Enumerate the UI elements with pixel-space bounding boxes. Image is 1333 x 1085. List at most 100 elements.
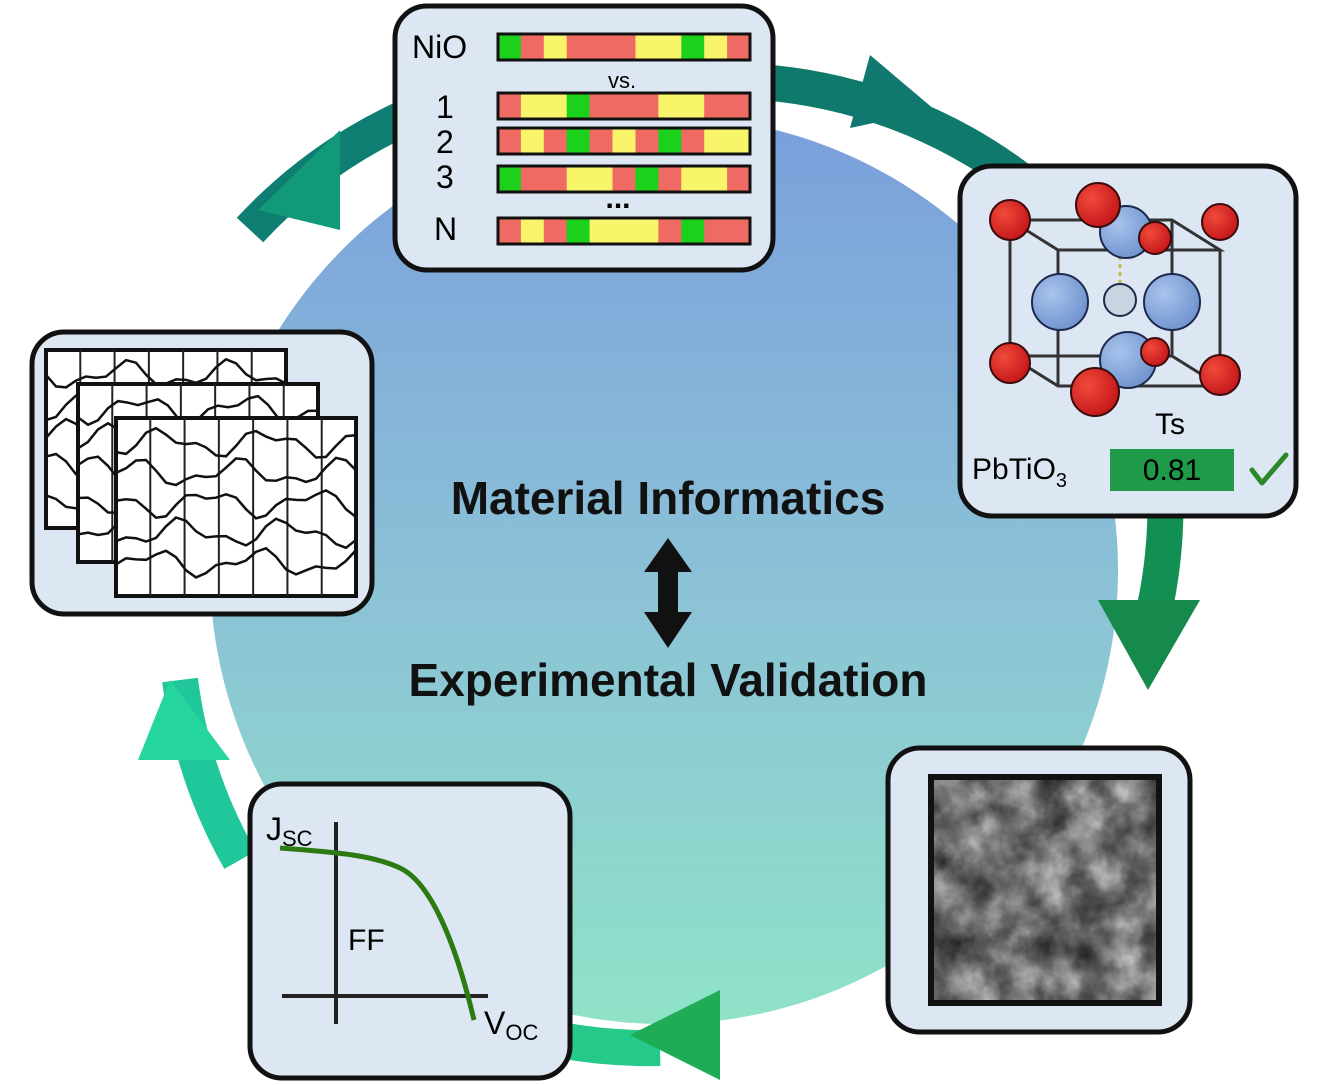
- fingerprint-segment: [681, 93, 705, 119]
- fingerprint-segment: [612, 34, 636, 60]
- spectrum-trace: [115, 426, 357, 459]
- fingerprint-segment: [589, 128, 613, 154]
- jv-panel: JSC FF VOC: [247, 781, 573, 1081]
- vs-label: vs.: [608, 68, 636, 93]
- fingerprint-segment: [543, 128, 568, 154]
- ff-label: FF: [348, 924, 385, 957]
- fingerprint-segment: [681, 128, 705, 154]
- fingerprint-segment: [498, 93, 522, 119]
- fingerprint-segment: [566, 34, 591, 60]
- jsc-label: JSC: [266, 811, 313, 851]
- fingerprint-segment: [704, 128, 728, 154]
- fingerprint-segment: [589, 93, 613, 119]
- arrowhead-right: [1098, 600, 1200, 690]
- fingerprint-segment: [727, 93, 751, 119]
- fingerprint-segment: [543, 166, 568, 192]
- fingerprint-segment: [566, 166, 591, 192]
- fingerprint-segment: [520, 218, 545, 244]
- spectrum-trace: [115, 456, 357, 487]
- score-box: [1110, 449, 1234, 491]
- fingerprint-segment: [681, 218, 705, 244]
- fingerprint-segment: [658, 166, 682, 192]
- score-value: 0.81: [1143, 454, 1201, 487]
- fingerprint-segment: [681, 166, 705, 192]
- fingerprint-panel: NiO vs. 1 2 3 ... N: [392, 3, 776, 273]
- stacked-spectra: [44, 348, 358, 598]
- fingerprint-segment: [498, 34, 522, 60]
- nio-label: NiO: [412, 29, 467, 65]
- fingerprint-segment: [704, 34, 728, 60]
- fingerprint-segment: [543, 93, 568, 119]
- fingerprint-segment: [658, 93, 682, 119]
- fingerprint-segment: [566, 93, 591, 119]
- fingerprint-segment: [727, 218, 751, 244]
- fingerprint-segment: [658, 128, 682, 154]
- fingerprint-segment: [612, 218, 636, 244]
- sem-micrograph: [934, 780, 1156, 1000]
- spectrum-trace: [115, 489, 357, 520]
- panel-frame: [247, 781, 573, 1081]
- fingerprint-bars: [496, 32, 752, 246]
- fingerprint-segment: [612, 166, 636, 192]
- fingerprint-segment: [635, 128, 659, 154]
- spectra-panel: [29, 329, 375, 617]
- fingerprint-segment: [727, 128, 751, 154]
- arrowhead-left: [138, 680, 230, 760]
- row-label-n: N: [434, 211, 457, 247]
- fingerprint-segment: [612, 93, 636, 119]
- fingerprint-bar-outline: [496, 216, 752, 246]
- arrowhead-upper-left: [258, 130, 340, 230]
- fingerprint-segment: [566, 218, 591, 244]
- fingerprint-segment: [635, 218, 659, 244]
- fingerprint-segment: [727, 166, 751, 192]
- fingerprint-segment: [566, 128, 591, 154]
- fingerprint-segment: [658, 34, 682, 60]
- arrowhead-top: [850, 55, 935, 128]
- fingerprint-segment: [543, 218, 568, 244]
- ts-label: Ts: [1155, 408, 1185, 441]
- spectrum-trace: [115, 546, 357, 579]
- check-icon: [1249, 452, 1289, 486]
- structure-panel: Ts PbTiO3 0.81: [957, 163, 1299, 519]
- double-arrow-icon: [644, 538, 692, 648]
- fingerprint-segment: [498, 166, 522, 192]
- fingerprint-segment: [635, 93, 659, 119]
- compound-label: PbTiO3: [972, 453, 1067, 492]
- fingerprint-segment: [543, 34, 568, 60]
- fingerprint-bar-outline: [496, 91, 752, 121]
- fingerprint-segment: [658, 218, 682, 244]
- fingerprint-segment: [704, 166, 728, 192]
- sem-panel: [885, 745, 1193, 1035]
- fingerprint-segment: [589, 34, 613, 60]
- fingerprint-bar-outline: [496, 164, 752, 194]
- row-label-3: 3: [436, 159, 454, 195]
- fingerprint-segment: [612, 128, 636, 154]
- fingerprint-segment: [520, 93, 545, 119]
- fingerprint-segment: [704, 218, 728, 244]
- row-label-2: 2: [436, 124, 454, 160]
- material-informatics-text: Material Informatics: [451, 472, 886, 524]
- fingerprint-segment: [589, 166, 613, 192]
- row-label-1: 1: [436, 89, 454, 125]
- fingerprint-segment: [520, 34, 545, 60]
- fingerprint-bar-outline: [496, 32, 752, 62]
- fingerprint-segment: [520, 128, 545, 154]
- fingerprint-segment: [704, 93, 728, 119]
- jv-axes: [282, 822, 488, 1024]
- jv-curve: [279, 845, 477, 1021]
- arrowhead-bottom: [630, 990, 720, 1080]
- spectrum-trace: [115, 516, 357, 550]
- fingerprint-segment: [681, 34, 705, 60]
- red-atoms: [989, 182, 1241, 417]
- voc-label: VOC: [484, 1005, 538, 1045]
- fingerprint-segment: [498, 218, 522, 244]
- fingerprint-segment: [727, 34, 751, 60]
- experimental-validation-text: Experimental Validation: [409, 654, 928, 706]
- fingerprint-segment: [635, 34, 659, 60]
- fingerprint-segment: [589, 218, 613, 244]
- fingerprint-segment: [635, 166, 659, 192]
- fingerprint-segment: [498, 128, 522, 154]
- fingerprint-bar-outline: [496, 126, 752, 156]
- fingerprint-segment: [520, 166, 545, 192]
